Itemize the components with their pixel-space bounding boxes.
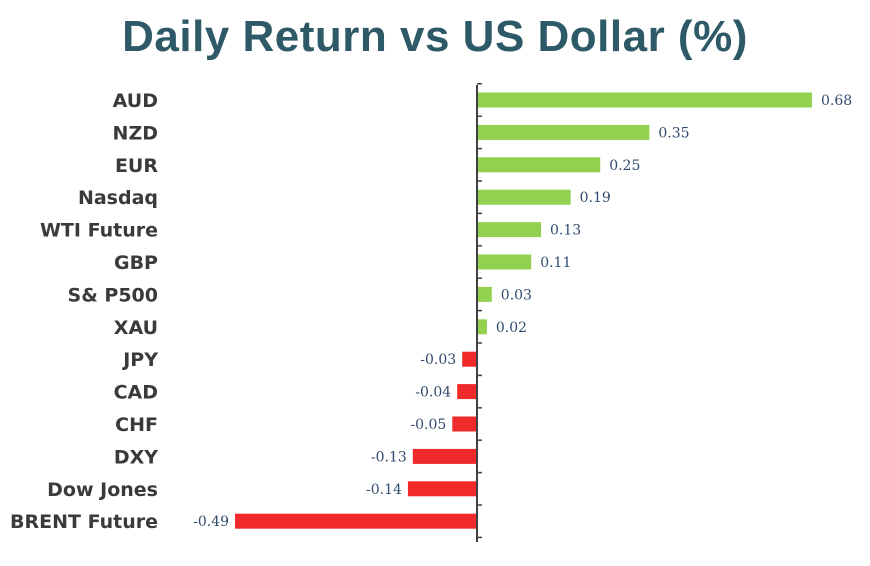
category-label: EUR bbox=[115, 155, 158, 177]
bar-cad bbox=[457, 384, 477, 400]
category-label: WTI Future bbox=[40, 220, 158, 242]
bar-dow-jones bbox=[407, 481, 477, 497]
value-label: -0.49 bbox=[193, 514, 229, 530]
value-label: -0.13 bbox=[371, 449, 407, 465]
value-label: -0.05 bbox=[410, 417, 446, 433]
category-label: DXY bbox=[114, 446, 158, 468]
bar-nzd bbox=[477, 124, 650, 140]
chart-title: Daily Return vs US Dollar (%) bbox=[122, 12, 748, 61]
category-label: Nasdaq bbox=[78, 187, 158, 209]
bar-wti-future bbox=[477, 222, 541, 238]
value-label: -0.04 bbox=[415, 385, 451, 401]
value-label: 0.13 bbox=[550, 223, 581, 239]
value-label: -0.14 bbox=[366, 482, 402, 498]
category-label: Dow Jones bbox=[47, 479, 158, 501]
value-label: 0.35 bbox=[658, 125, 689, 141]
category-label: CAD bbox=[114, 382, 158, 404]
value-label: -0.03 bbox=[420, 352, 456, 368]
bar-aud bbox=[477, 92, 812, 108]
value-label: 0.25 bbox=[609, 158, 640, 174]
value-label: 0.03 bbox=[501, 287, 532, 303]
bar-dxy bbox=[412, 448, 477, 464]
category-label: JPY bbox=[121, 349, 158, 371]
bar-jpy bbox=[462, 351, 477, 367]
value-label: 0.11 bbox=[540, 255, 571, 271]
bar-nasdaq bbox=[477, 189, 571, 205]
value-label: 0.68 bbox=[821, 93, 852, 109]
value-label: 0.02 bbox=[496, 320, 527, 336]
category-label: AUD bbox=[113, 90, 158, 112]
category-label: XAU bbox=[114, 317, 158, 339]
bar-eur bbox=[477, 157, 601, 173]
bar-chf bbox=[452, 416, 477, 432]
category-label: NZD bbox=[113, 122, 158, 144]
bar-gbp bbox=[477, 254, 532, 270]
category-label: BRENT Future bbox=[10, 511, 158, 533]
category-label: GBP bbox=[114, 252, 158, 274]
value-label: 0.19 bbox=[580, 190, 611, 206]
bar-xau bbox=[477, 319, 487, 335]
bar-s-p500 bbox=[477, 286, 492, 302]
category-label: CHF bbox=[115, 414, 158, 436]
bar-brent-future bbox=[235, 513, 477, 529]
category-label: S& P500 bbox=[68, 284, 158, 306]
